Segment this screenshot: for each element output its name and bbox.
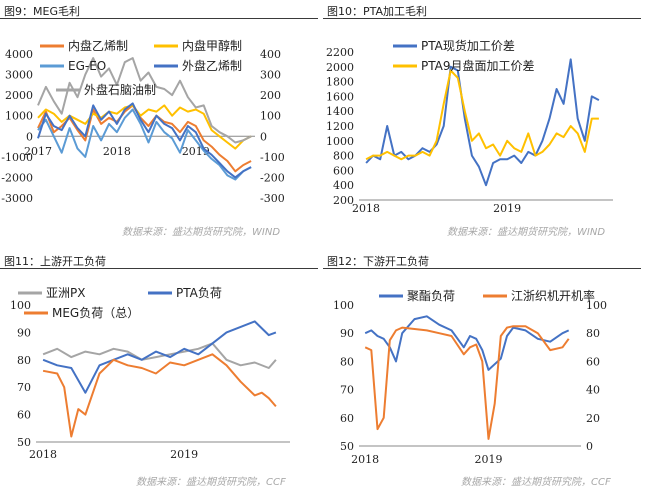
series-line-2	[42, 353, 277, 438]
y2-tick-label: 0	[260, 130, 267, 143]
series-line-1	[42, 320, 277, 394]
y-tick-label: 60	[17, 409, 31, 422]
y-tick-label: 3000	[5, 69, 33, 82]
x-tick-label: 2019	[170, 448, 198, 461]
y-tick-label: 200	[333, 194, 354, 207]
series-line-1	[37, 104, 252, 150]
y2-tick-label: 100	[260, 110, 281, 123]
y-tick-label: 2200	[326, 46, 354, 59]
title-rule	[0, 268, 318, 269]
y-tick-label: 4000	[5, 48, 33, 61]
panel-downstream-load: 图12：下游开工负荷 50 60 70 80 90 100 0 20 40 60 80 100 2018…	[323, 250, 646, 494]
series-line-0	[37, 104, 252, 173]
y-tick-label: 400	[333, 179, 354, 192]
series-line-1	[364, 325, 570, 440]
legend-label: 外盘石脑油制	[84, 82, 156, 97]
y-tick-label: -2000	[1, 171, 33, 184]
panel-title: 图12：下游开工负荷	[327, 255, 429, 268]
y-tick-label: 50	[340, 440, 354, 453]
chart-upstream-load: 50 60 70 80 90 100 2018 2019 亚洲PX PTA负荷 MEG负荷（总）	[10, 286, 290, 461]
legend-label: 内盘甲醇制	[182, 38, 242, 53]
y-tick-label: 90	[340, 327, 354, 340]
series-line-0	[364, 315, 570, 371]
legend-label: PTA负荷	[176, 286, 222, 300]
y-tick-label: 1000	[326, 135, 354, 148]
panel-title: 图10：PTA加工毛利	[327, 5, 428, 18]
legend-label: 外盘乙烯制	[182, 58, 242, 73]
source-note: 数据来源：盛达期货研究院，CCF	[461, 477, 611, 488]
y-tick-label: 100	[10, 299, 31, 312]
y-tick-label: 80	[340, 355, 354, 368]
y2-tick-label: 60	[586, 355, 600, 368]
y2-tick-label: -200	[260, 171, 285, 184]
y2-tick-label: 100	[586, 299, 607, 312]
legend-label: PTA现货加工价差	[421, 38, 515, 53]
x-tick-label: 2017	[24, 145, 52, 158]
y-tick-label: 90	[17, 326, 31, 339]
y-tick-label: 100	[333, 299, 354, 312]
legend-label: 内盘乙烯制	[68, 38, 128, 53]
series-line-2	[37, 108, 252, 181]
y2-tick-label: 200	[260, 89, 281, 102]
y2-tick-label: -100	[260, 151, 285, 164]
title-rule	[0, 18, 318, 19]
legend-label: 亚洲PX	[46, 286, 85, 300]
y-tick-label: 70	[17, 381, 31, 394]
y2-tick-label: 0	[586, 440, 593, 453]
y-tick-label: 80	[17, 354, 31, 367]
y-tick-label: 1000	[5, 110, 33, 123]
y2-tick-label: 400	[260, 48, 281, 61]
x-tick-label: 2019	[475, 453, 503, 466]
y-tick-label: 2000	[326, 61, 354, 74]
legend-label: 江浙织机开机率	[511, 288, 595, 303]
y-tick-label: -3000	[1, 192, 33, 205]
series-line-3	[37, 102, 252, 179]
y-tick-label: 50	[17, 436, 31, 449]
y-tick-label: 1200	[326, 120, 354, 133]
panel-meg-margin: 图9：MEG毛利 -3000 -2000 -1000 0 1000 2000 3000 400…	[0, 0, 323, 244]
y2-tick-label: 80	[586, 327, 600, 340]
panel-title: 图9：MEG毛利	[4, 5, 80, 18]
chart-meg-margin: -3000-2000-100001000200030004000-300-200…	[1, 38, 285, 205]
y-tick-label: 600	[333, 164, 354, 177]
legend-label: 聚酯负荷	[407, 289, 455, 303]
y-tick-label: 0	[26, 130, 33, 143]
y-tick-label: 800	[333, 150, 354, 163]
x-tick-label: 2018	[103, 145, 131, 158]
y2-tick-label: 40	[586, 384, 600, 397]
y-tick-label: 1600	[326, 90, 354, 103]
x-tick-label: 2018	[351, 453, 379, 466]
panel-pta-margin: 图10：PTA加工毛利 200 400 600 800 1000 1200 1400 1600…	[323, 0, 646, 244]
source-note: 数据来源：盛达期货研究院，CCF	[136, 477, 286, 488]
panel-upstream-load: 图11：上游开工负荷 50 60 70 80 90 100 2018 2019 亚洲PX PTA负…	[0, 250, 323, 494]
y-tick-label: 1400	[326, 105, 354, 118]
series-line-0	[42, 342, 277, 369]
y2-tick-label: -300	[260, 192, 285, 205]
y-tick-label: 1800	[326, 76, 354, 89]
y-tick-label: -1000	[1, 151, 33, 164]
title-rule	[323, 18, 641, 19]
legend-label: EG-EO	[68, 59, 106, 73]
series-line-0	[365, 58, 600, 187]
x-tick-label: 2018	[352, 202, 380, 215]
chart-downstream-load: 50 60 70 80 90 100 0 20 40 60 80 100 2018 2019 聚酯负荷 江浙织…	[333, 288, 607, 466]
legend-label: PTA9月盘面加工价差	[421, 58, 534, 73]
y-tick-label: 2000	[5, 89, 33, 102]
y-tick-label: 60	[340, 412, 354, 425]
title-rule	[323, 268, 641, 269]
y-tick-label: 70	[340, 384, 354, 397]
y2-tick-label: 300	[260, 69, 281, 82]
x-tick-label: 2018	[29, 448, 57, 461]
series-line-1	[365, 69, 599, 161]
source-note: 数据来源：盛达期货研究院，WIND	[447, 227, 606, 238]
legend-label: MEG负荷（总）	[52, 306, 139, 320]
panel-title: 图11：上游开工负荷	[4, 255, 106, 268]
y2-tick-label: 20	[586, 412, 600, 425]
source-note: 数据来源：盛达期货研究院，WIND	[122, 227, 281, 238]
x-tick-label: 2019	[493, 202, 521, 215]
